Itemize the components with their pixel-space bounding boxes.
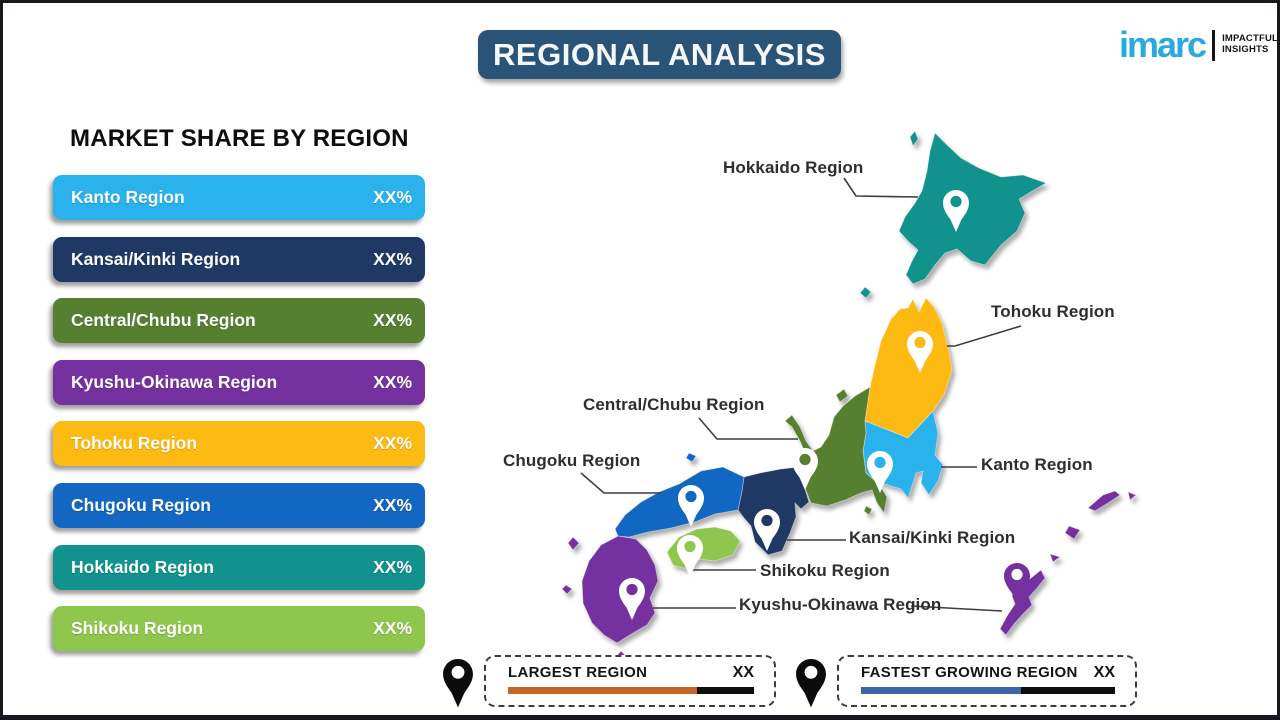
bar-share-value: XX%: [373, 248, 412, 269]
market-share-title: MARKET SHARE BY REGION: [70, 125, 409, 152]
logo-tagline: IMPACTFUL INSIGHTS: [1222, 33, 1279, 55]
map-label-kanto: Kanto Region: [981, 455, 1093, 474]
bar-share-value: XX%: [373, 556, 412, 577]
bar-region-label: Chugoku Region: [71, 494, 211, 515]
map-pins: [619, 190, 1030, 620]
legend-item: FASTEST GROWING REGION XX: [794, 655, 1137, 713]
bar-region-label: Kansai/Kinki Region: [71, 248, 241, 269]
map-pin-kyushu: [619, 578, 645, 620]
bar-region-label: Tohoku Region: [71, 433, 198, 454]
map-label-kyushu: Kyushu-Okinawa Region: [739, 595, 942, 614]
market-share-bar: Shikoku Region XX%: [53, 606, 425, 652]
islet-hokkaido: [909, 130, 919, 147]
islet-goto: [561, 584, 573, 595]
legend-item: LARGEST REGION XX: [441, 655, 776, 713]
page-title: REGIONAL ANALYSIS: [493, 36, 826, 72]
legend-box: LARGEST REGION XX: [484, 655, 776, 707]
bar-region-label: Shikoku Region: [71, 618, 204, 639]
market-share-list: Kanto Region XX% Kansai/Kinki Region XX% Cen…: [53, 175, 425, 668]
leader-line-hokkaido: [843, 177, 919, 198]
map-label-tohoku: Tohoku Region: [991, 302, 1115, 321]
legend-bar: [508, 687, 754, 694]
legend-bar: [861, 687, 1115, 694]
bar-share-value: XX%: [373, 618, 412, 639]
leader-line-kyushu: [910, 605, 1003, 612]
islet-tsushima: [567, 536, 580, 551]
map-label-chugoku: Chugoku Region: [503, 451, 641, 470]
legend-value: XX: [732, 664, 754, 681]
market-share-bar: Kyushu-Okinawa Region XX%: [53, 359, 425, 405]
market-share-bar: Kanto Region XX%: [53, 175, 425, 220]
bar-region-label: Kyushu-Okinawa Region: [71, 371, 278, 392]
map-label-chubu: Central/Chubu Region: [583, 395, 765, 414]
bar-region-label: Kanto Region: [71, 187, 185, 207]
legend-pin-icon: [796, 659, 826, 708]
legend-label: LARGEST REGION: [508, 664, 648, 681]
map-label-shikoku: Shikoku Region: [760, 561, 890, 580]
leader-line-chubu: [698, 417, 798, 440]
legend-bar-fill: [861, 687, 1022, 694]
legend-box: FASTEST GROWING REGION XX: [837, 655, 1137, 707]
bar-share-value: XX%: [373, 310, 412, 331]
logo-divider: [1212, 29, 1216, 61]
map-pin-kanto: [867, 451, 893, 493]
map-pin-okinawa: [1004, 563, 1030, 605]
islet-sado: [835, 388, 849, 403]
map-label-hokkaido: Hokkaido Region: [723, 158, 864, 177]
leader-line-tohoku: [947, 325, 1022, 347]
islet-amami-cluster: [1087, 490, 1121, 512]
leader-lines: [580, 177, 1022, 612]
market-share-bar: Tohoku Region XX%: [53, 421, 425, 467]
map-pin-hokkaido: [943, 190, 969, 232]
legend-label: FASTEST GROWING REGION: [861, 664, 1078, 681]
page-title-banner: REGIONAL ANALYSIS: [478, 30, 841, 79]
bar-region-label: Hokkaido Region: [71, 556, 214, 577]
islet-oki: [685, 452, 697, 463]
legend-value: XX: [1093, 664, 1115, 681]
islet-hokkaido-south: [859, 286, 872, 299]
islet-izu-oshima: [863, 505, 873, 516]
legend-pin-icon: [796, 659, 826, 708]
region-hokkaido: [898, 132, 1047, 285]
islet-amami-small: [1127, 491, 1137, 501]
market-share-bar: Central/Chubu Region XX%: [53, 298, 425, 344]
legend-bar-fill: [508, 687, 698, 694]
map-pin-chugoku: [678, 485, 704, 527]
market-share-bar: Chugoku Region XX%: [53, 482, 425, 528]
bar-share-value: XX%: [373, 433, 412, 454]
market-share-bar: Kansai/Kinki Region XX%: [53, 236, 425, 282]
map-pin-tohoku: [907, 331, 933, 373]
bar-region-label: Central/Chubu Region: [71, 310, 256, 331]
imarc-logo: imarc IMPACTFUL INSIGHTS: [1119, 24, 1279, 65]
logo-brand-text: imarc: [1119, 24, 1207, 65]
map-pin-kansai: [754, 509, 780, 551]
map-label-kansai: Kansai/Kinki Region: [849, 528, 1016, 547]
bar-share-value: XX%: [373, 494, 412, 515]
map-pin-shikoku: [677, 535, 703, 577]
map-pin-chubu: [792, 448, 818, 490]
islet-okinawa-mid: [1064, 525, 1081, 540]
japan-map: [561, 130, 1137, 665]
legend-pin-icon: [443, 659, 473, 708]
market-share-bar: Hokkaido Region XX%: [53, 544, 425, 590]
legend-pin-icon: [443, 659, 473, 708]
region-tohoku: [864, 297, 953, 439]
leader-line-chugoku: [580, 472, 661, 494]
islet-okinawa-tiny: [1049, 553, 1061, 563]
bar-share-value: XX%: [373, 187, 412, 207]
bar-share-value: XX%: [373, 371, 412, 392]
